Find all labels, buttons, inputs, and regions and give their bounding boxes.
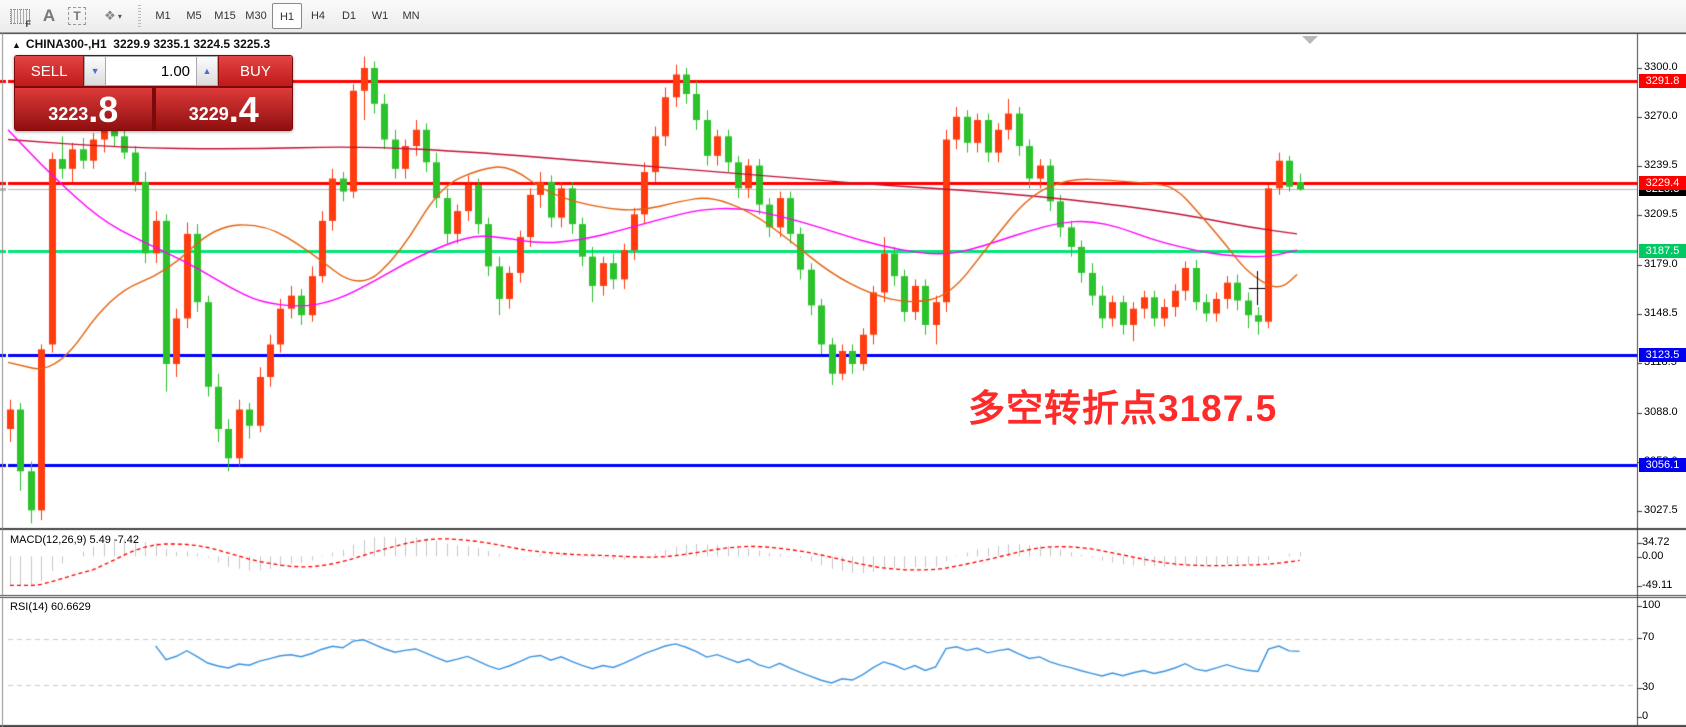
timeframe-button-m30[interactable]: M30 bbox=[245, 10, 267, 22]
volume-decrease-button[interactable]: ▼ bbox=[84, 56, 107, 86]
chart-shift-marker[interactable] bbox=[1302, 36, 1318, 44]
rsi-axis-tick: 100 bbox=[1642, 599, 1661, 611]
sell-price-big-digit: .8 bbox=[88, 89, 119, 130]
timeframe-button-h4[interactable]: H4 bbox=[310, 10, 326, 22]
macd-axis-tick: -49.11 bbox=[1642, 579, 1673, 591]
price-level-badge: 3056.1 bbox=[1639, 457, 1686, 472]
ohlc-values: 3229.9 3235.1 3224.5 3225.3 bbox=[113, 37, 271, 51]
price-level-badge: 3291.8 bbox=[1639, 74, 1686, 89]
sell-button[interactable]: SELL bbox=[15, 56, 85, 86]
shapes-icon: ❖ bbox=[104, 8, 116, 23]
timeframe-button-h1[interactable]: H1 bbox=[272, 3, 302, 29]
timeframe-button-m15[interactable]: M15 bbox=[214, 10, 236, 22]
buy-price-main: 3229 bbox=[188, 104, 229, 124]
sell-price-main: 3223 bbox=[48, 104, 89, 124]
price-axis-tick: 3148.5 bbox=[1644, 307, 1678, 320]
spinner-up-icon: ▲ bbox=[202, 66, 212, 76]
price-axis-tick: 3209.5 bbox=[1644, 208, 1678, 221]
chevron-down-icon: ▾ bbox=[117, 11, 122, 21]
volume-increase-button[interactable]: ▲ bbox=[196, 56, 218, 86]
grid-f-icon: F bbox=[10, 8, 31, 29]
timeframe-button-m1[interactable]: M1 bbox=[155, 10, 171, 22]
buy-button[interactable]: BUY bbox=[217, 56, 292, 86]
price-axis-tick: 3270.0 bbox=[1644, 109, 1678, 122]
chart-window: ▲ CHINA300-,H1 3229.9 3235.1 3224.5 3225.… bbox=[0, 33, 1686, 727]
buy-price-display[interactable]: 3229.4 bbox=[155, 88, 292, 130]
price-axis-tick: 3239.5 bbox=[1644, 159, 1678, 172]
text-box-tool-button[interactable]: T bbox=[64, 4, 90, 28]
rsi-axis-tick: 0 bbox=[1642, 710, 1649, 722]
collapse-arrow-icon: ▲ bbox=[12, 40, 21, 50]
price-axis-tick: 3027.5 bbox=[1644, 504, 1678, 517]
spinner-down-icon: ▼ bbox=[90, 66, 100, 76]
price-level-badge: 3229.4 bbox=[1639, 175, 1686, 190]
timeframe-button-m5[interactable]: M5 bbox=[186, 10, 202, 22]
text-label-icon: A bbox=[42, 6, 56, 25]
timeframe-button-d1[interactable]: D1 bbox=[341, 10, 357, 22]
timeframe-button-mn[interactable]: MN bbox=[402, 10, 420, 22]
shapes-tool-button[interactable]: ❖ ▾ bbox=[94, 4, 132, 28]
buy-price-big-digit: .4 bbox=[228, 89, 259, 130]
symbol-period-label: CHINA300-,H1 bbox=[25, 37, 107, 51]
text-label-tool-button[interactable]: A bbox=[38, 4, 60, 28]
volume-input[interactable] bbox=[106, 56, 197, 86]
rsi-axis-tick: 70 bbox=[1642, 631, 1655, 643]
price-level-badge: 3187.5 bbox=[1639, 243, 1686, 258]
price-axis-tick: 3179.0 bbox=[1644, 257, 1678, 270]
rsi-indicator-label: RSI(14) 60.6629 bbox=[10, 601, 91, 613]
chart-canvas[interactable] bbox=[0, 33, 1686, 727]
rsi-axis-tick: 30 bbox=[1642, 681, 1655, 693]
toolbar: F A T ❖ ▾ M1 M5 M15 M30 H1 H4 D1 W1 MN bbox=[0, 0, 1686, 33]
price-axis-tick: 3300.0 bbox=[1644, 61, 1678, 73]
chart-title: ▲ CHINA300-,H1 3229.9 3235.1 3224.5 3225.… bbox=[12, 37, 270, 51]
text-box-icon: T bbox=[68, 7, 86, 25]
sell-price-display[interactable]: 3223.8 bbox=[15, 88, 152, 130]
price-axis-tick: 3088.0 bbox=[1644, 405, 1678, 418]
grid-f-tool-button[interactable]: F bbox=[6, 4, 34, 29]
timeframe-button-w1[interactable]: W1 bbox=[371, 10, 389, 22]
toolbar-separator bbox=[138, 5, 141, 27]
macd-indicator-label: MACD(12,26,9) 5.49 -7.42 bbox=[10, 534, 140, 546]
one-click-trading-panel: SELL ▼ ▲ BUY 3223.8 3229.4 bbox=[14, 55, 293, 131]
macd-axis-tick: 0.00 bbox=[1642, 550, 1664, 562]
macd-axis-tick: 34.72 bbox=[1642, 536, 1670, 548]
chart-text-annotation[interactable]: 多空转折点3187.5 bbox=[968, 388, 1278, 429]
price-level-badge: 3123.5 bbox=[1639, 348, 1686, 363]
